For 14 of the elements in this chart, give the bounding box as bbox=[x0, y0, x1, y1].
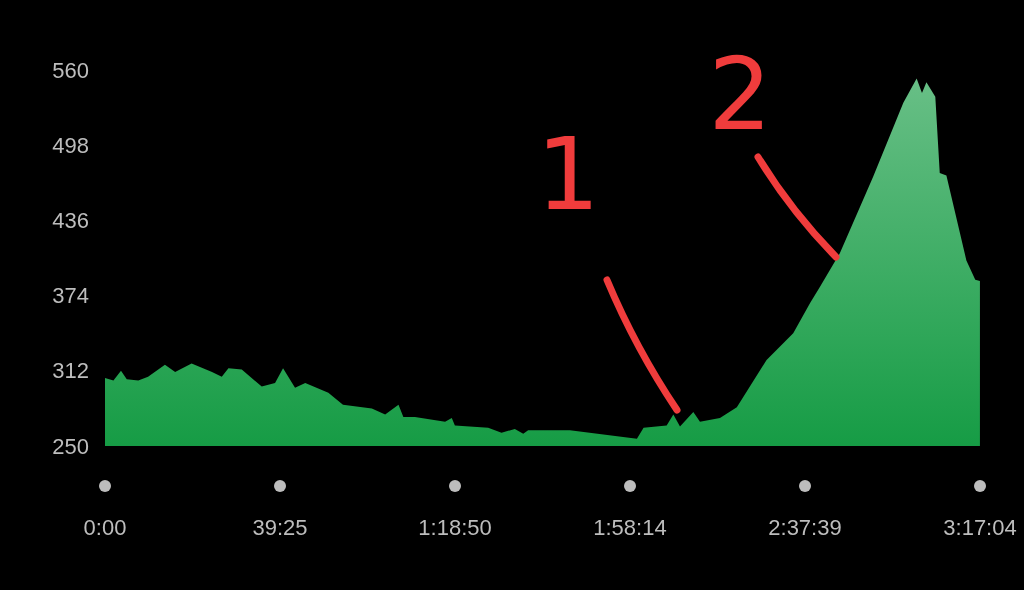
x-tick-label: 0:00 bbox=[83, 514, 127, 540]
x-tick-label: 1:58:14 bbox=[593, 514, 667, 540]
x-tick-label: 39:25 bbox=[252, 514, 308, 540]
annotation: 2 bbox=[707, 35, 773, 155]
x-tick-label: 1:18:50 bbox=[418, 514, 492, 540]
y-tick-label: 436 bbox=[52, 207, 89, 233]
y-tick-label: 560 bbox=[52, 57, 89, 83]
annotation: 1 bbox=[535, 115, 601, 235]
y-tick-label: 498 bbox=[52, 132, 89, 158]
x-tick-label: 3:17:04 bbox=[943, 514, 1017, 540]
y-tick-label: 374 bbox=[52, 283, 89, 309]
y-tick-label: 312 bbox=[52, 358, 89, 384]
x-tick-label: 2:37:39 bbox=[768, 514, 842, 540]
y-tick-label: 250 bbox=[52, 433, 89, 459]
